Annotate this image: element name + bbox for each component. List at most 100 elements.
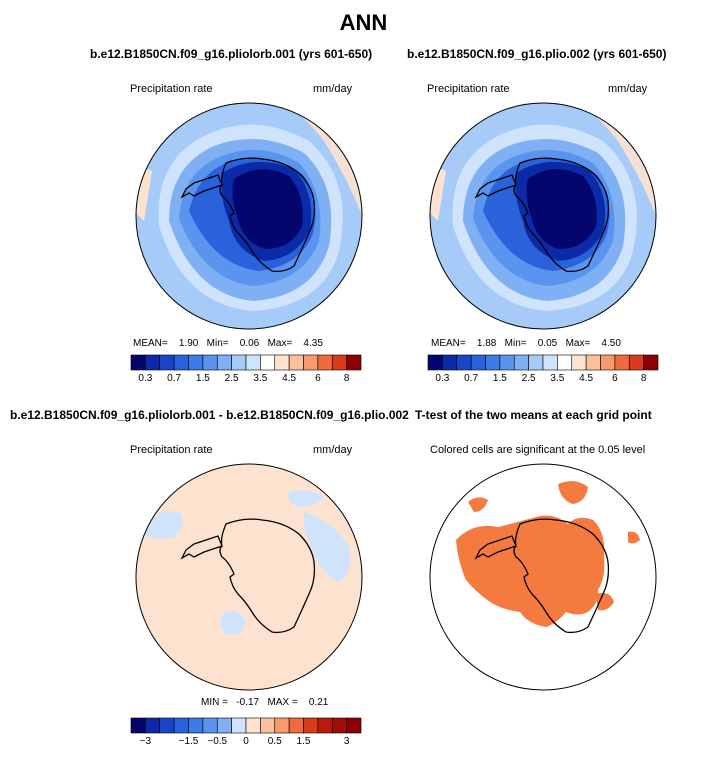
panel-4-map-border: [429, 463, 657, 691]
panel-4-subtitle: Colored cells are significant at the 0.0…: [430, 444, 646, 456]
panel-2-colorbar-tick-label: 8: [641, 373, 647, 384]
panel-1-min-label: Min=: [206, 338, 229, 349]
panel-2-min-value: 0.05: [537, 338, 558, 349]
panel-3-colorbar-tick-label: −3: [140, 736, 152, 747]
panel-2-units-label: mm/day: [608, 83, 648, 95]
panel-2-max-value: 4.50: [601, 338, 621, 349]
panel-3-field-negative-patch-2: [303, 512, 351, 582]
panel-2-colorbar-box: [427, 354, 443, 371]
panel-1-colorbar-box: [188, 354, 204, 371]
panel-3-field-negative-patch-4: [288, 490, 324, 507]
panel-3-colorbar-box: [130, 717, 146, 734]
panel-2-colorbar-box: [513, 354, 529, 371]
panel-2-colorbar-box: [456, 354, 472, 371]
panel-2-colorbar-box: [600, 354, 616, 371]
panel-3-map-border: [135, 463, 363, 691]
panel-1-colorbar-box: [346, 354, 362, 371]
panel-1-colorbar-tick-label: 6: [315, 373, 321, 384]
panel-3-colorbar-tick-label: 3: [344, 736, 350, 747]
panel-2-field-core: [526, 169, 597, 249]
panel-3-colorbar-tick-label: −0.5: [207, 736, 227, 747]
panel-1-colorbar-box: [145, 354, 161, 371]
panel-1-mean-value: 1.90: [178, 338, 199, 349]
panel-1-colorbar-box: [288, 354, 304, 371]
panel-3-colorbar-box: [159, 717, 175, 734]
panel-3-field-negative-patch: [139, 511, 183, 539]
panel-3-colorbar-box: [245, 717, 261, 734]
panel-1-units-label: mm/day: [313, 83, 353, 95]
panel-2-colorbar-tick-label: 0.3: [435, 373, 449, 384]
panel-2-stats: MEAN= 1.88 Min= 0.05 Max= 4.50: [431, 338, 621, 349]
panel-3-colorbar-box: [303, 717, 319, 734]
panel-2-colorbar-box: [643, 354, 659, 371]
panel-2-colorbar-box: [557, 354, 573, 371]
panel-3-min-value: -0.17: [236, 697, 260, 708]
panel-1-mean-label: MEAN=: [133, 338, 168, 349]
panel-2-title: b.e12.B1850CN.f09_g16.plio.002 (yrs 601-…: [407, 47, 667, 61]
panel-2-colorbar-box: [628, 354, 644, 371]
panel-2-min-label: Min=: [504, 338, 527, 349]
panel-3-colorbar-box: [173, 717, 189, 734]
panel-1-colorbar-box: [260, 354, 276, 371]
panel-1-map: [135, 102, 363, 330]
panel-3-variable-label: Precipitation rate: [130, 444, 213, 456]
panel-1-colorbar-box: [216, 354, 232, 371]
panel-3-colorbar-box: [346, 717, 362, 734]
panel-1-field-core: [232, 169, 303, 249]
panel-2-max-label: Max=: [565, 338, 591, 349]
panel-3-antarctica-coast: [180, 518, 316, 634]
panel-1-max-value: 4.35: [303, 338, 323, 349]
panel-3-min-label: MIN =: [201, 697, 228, 708]
panel-1-variable-label: Precipitation rate: [130, 83, 213, 95]
panel-1-colorbar-box: [173, 354, 189, 371]
panel-4-significant-patch-2: [468, 497, 488, 512]
panel-1-stats: MEAN= 1.90 Min= 0.06 Max= 4.35: [133, 338, 323, 349]
panel-2-field-warm-patch: [430, 169, 446, 221]
panel-1-colorbar-box: [317, 354, 333, 371]
panel-4-significant-patch-3: [596, 593, 614, 611]
panel-1-colorbar-box: [130, 354, 146, 371]
panel-2-mean-value: 1.88: [476, 338, 497, 349]
panel-1-colorbar-box: [303, 354, 319, 371]
panel-3-colorbar-box: [216, 717, 232, 734]
panel-3-colorbar-box: [274, 717, 290, 734]
panel-1-colorbar-box: [331, 354, 347, 371]
panel-1-colorbar-box: [245, 354, 261, 371]
panel-2-colorbar-box: [499, 354, 515, 371]
panel-3-units-label: mm/day: [313, 444, 353, 456]
panel-1-colorbar-tick-label: 0.3: [138, 373, 152, 384]
panel-2-colorbar-box: [442, 354, 458, 371]
panel-3-colorbar-tick-label: 0.5: [268, 736, 282, 747]
panel-4-significant-patch: [558, 481, 588, 504]
panel-1-map-border: [135, 102, 363, 330]
panel-3-field-background: [136, 464, 362, 690]
panel-1-colorbar: 0.3 0.7 1.5 2.5 3.5 4.5 6 8: [130, 354, 362, 384]
panel-2-colorbar-tick-label: 2.5: [522, 373, 536, 384]
panel-3-colorbar-tick-label: 1.5: [297, 736, 311, 747]
panel-1-colorbar-box: [274, 354, 290, 371]
panel-1-max-label: Max=: [267, 338, 293, 349]
panel-2-colorbar-tick-label: 6: [612, 373, 618, 384]
panel-1-min-value: 0.06: [239, 338, 260, 349]
panel-4-map: [429, 463, 657, 691]
panel-1-colorbar-box: [202, 354, 218, 371]
panel-4-significant-region: [456, 515, 605, 627]
panel-3-colorbar-box: [317, 717, 333, 734]
panel-3-max-value: 0.21: [308, 697, 329, 708]
panel-3-title: b.e12.B1850CN.f09_g16.pliolorb.001 - b.e…: [10, 408, 409, 422]
panel-1-field-warm-patch: [136, 169, 152, 221]
panel-3-colorbar-box: [260, 717, 276, 734]
panel-1-colorbar-tick-label: 1.5: [196, 373, 210, 384]
panel-2-mean-label: MEAN=: [431, 338, 466, 349]
panel-4-title: T-test of the two means at each grid poi…: [415, 408, 652, 422]
panel-3-colorbar-box: [145, 717, 161, 734]
panel-2-colorbar-tick-label: 1.5: [493, 373, 507, 384]
panel-2-colorbar-tick-label: 0.7: [464, 373, 478, 384]
panel-3-colorbar-tick-label: −1.5: [179, 736, 199, 747]
panel-1-colorbar-tick-label: 4.5: [282, 373, 296, 384]
panel-2-colorbar-box: [470, 354, 486, 371]
panel-2-colorbar-box: [614, 354, 630, 371]
panel-3-map: [135, 463, 363, 691]
panel-3-colorbar-box: [231, 717, 247, 734]
panel-3-colorbar-box: [331, 717, 347, 734]
